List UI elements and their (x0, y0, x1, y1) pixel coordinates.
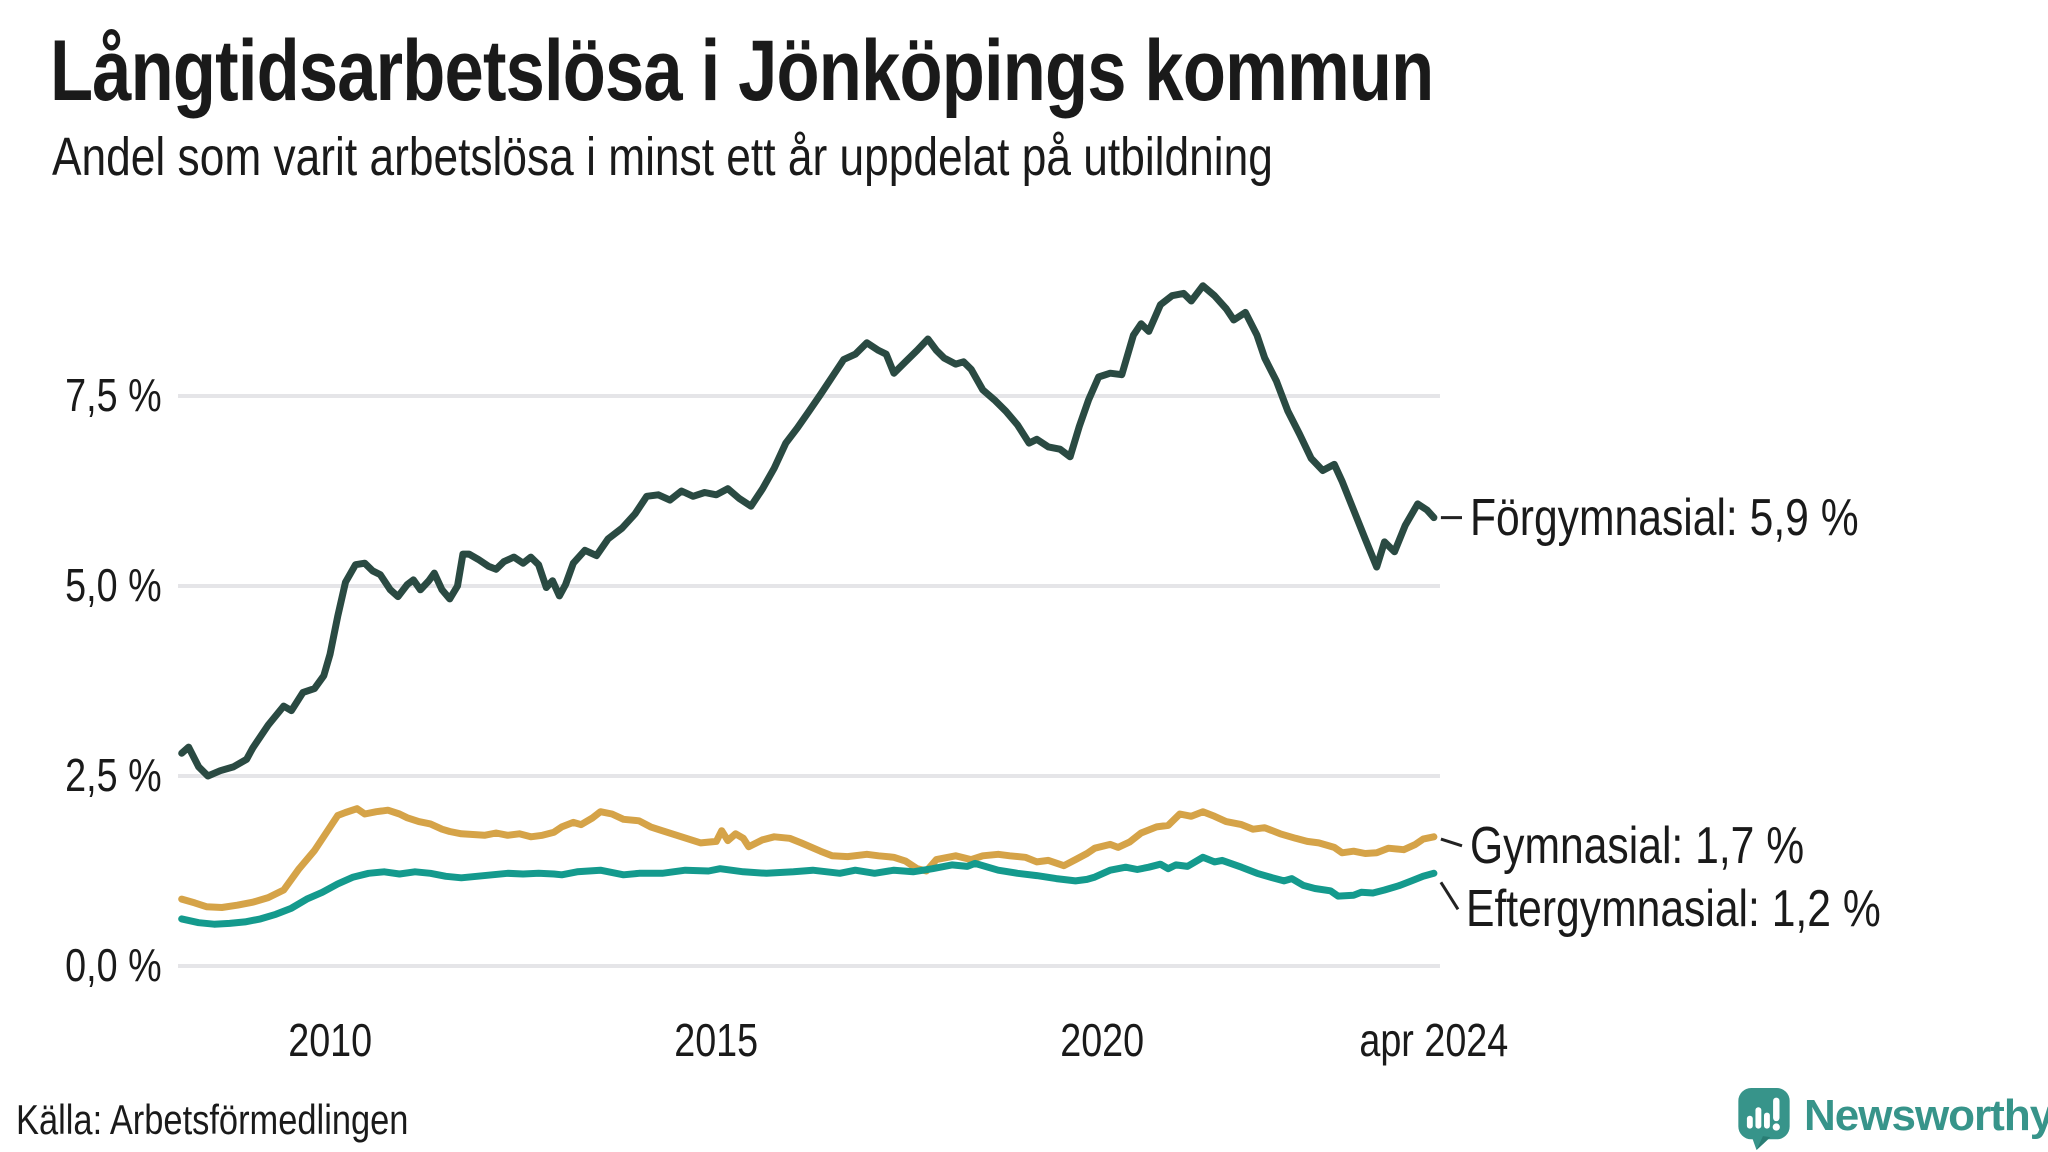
series-label-text: Eftergymnasial: 1,2 % (1466, 880, 1881, 939)
y-tick-text: 7,5 % (65, 369, 162, 421)
series-line-förgymnasial (178, 282, 1438, 780)
newsworthy-logo-icon (1738, 1088, 1790, 1150)
page-title: Långtidsarbetslösa i Jönköpings kommun (50, 23, 1434, 119)
gridlines (178, 394, 1440, 968)
series-line-eftergymnasial (178, 853, 1438, 928)
source-note: Källa: Arbetsförmedlingen (16, 1096, 409, 1143)
newsworthy-branding: Newsworthy (1738, 1088, 2048, 1150)
y-tick-label: 2,5 % (44, 747, 162, 803)
x-tick-text: 2015 (674, 1014, 759, 1066)
series-line-gymnasial (178, 805, 1438, 911)
x-tick-label: 2010 (180, 1012, 480, 1068)
series-label-text: Förgymnasial: 5,9 % (1470, 488, 1859, 547)
page-subtitle: Andel som varit arbetslösa i minst ett å… (52, 127, 1273, 187)
series-label-text: Gymnasial: 1,7 % (1470, 816, 1805, 875)
x-tick-text: 2010 (288, 1014, 372, 1066)
y-tick-label: 7,5 % (44, 367, 162, 423)
series-label-förgymnasial: Förgymnasial: 5,9 % (1470, 490, 1944, 546)
label-connector (1440, 837, 1463, 848)
y-tick-label: 0,0 % (44, 937, 162, 993)
y-tick-text: 0,0 % (65, 939, 162, 991)
series-label-eftergymnasial: Eftergymnasial: 1,2 % (1466, 881, 1972, 937)
label-connectors (1439, 516, 1463, 911)
series-lines (178, 282, 1438, 928)
label-connector (1439, 881, 1460, 911)
x-tick-text: apr 2024 (1359, 1014, 1509, 1066)
y-tick-label: 5,0 % (44, 557, 162, 613)
x-tick-label: apr 2024 (1284, 1012, 1584, 1068)
newsworthy-wordmark: Newsworthy (1804, 1091, 2048, 1140)
x-tick-label: 2020 (953, 1012, 1253, 1068)
series-label-gymnasial: Gymnasial: 1,7 % (1470, 818, 1878, 874)
x-tick-text: 2020 (1060, 1014, 1145, 1066)
x-tick-label: 2015 (566, 1012, 866, 1068)
y-tick-text: 5,0 % (65, 559, 162, 611)
y-tick-text: 2,5 % (65, 749, 162, 801)
